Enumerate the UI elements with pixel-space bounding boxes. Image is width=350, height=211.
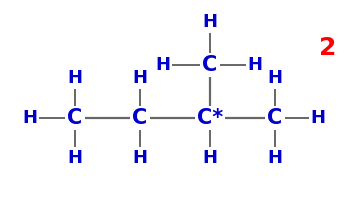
- Text: H: H: [203, 13, 217, 31]
- Text: H: H: [68, 149, 83, 167]
- Text: H: H: [203, 149, 217, 167]
- Text: C: C: [202, 55, 218, 75]
- Text: H: H: [68, 69, 83, 87]
- Text: H: H: [133, 149, 147, 167]
- Text: H: H: [155, 56, 170, 74]
- Text: C*: C*: [197, 108, 223, 128]
- Text: H: H: [267, 149, 282, 167]
- Text: C: C: [267, 108, 283, 128]
- Text: 2: 2: [319, 36, 337, 60]
- Text: C: C: [67, 108, 83, 128]
- Text: H: H: [310, 109, 326, 127]
- Text: C: C: [132, 108, 148, 128]
- Text: H: H: [267, 69, 282, 87]
- Text: H: H: [22, 109, 37, 127]
- Text: H: H: [133, 69, 147, 87]
- Text: H: H: [247, 56, 262, 74]
